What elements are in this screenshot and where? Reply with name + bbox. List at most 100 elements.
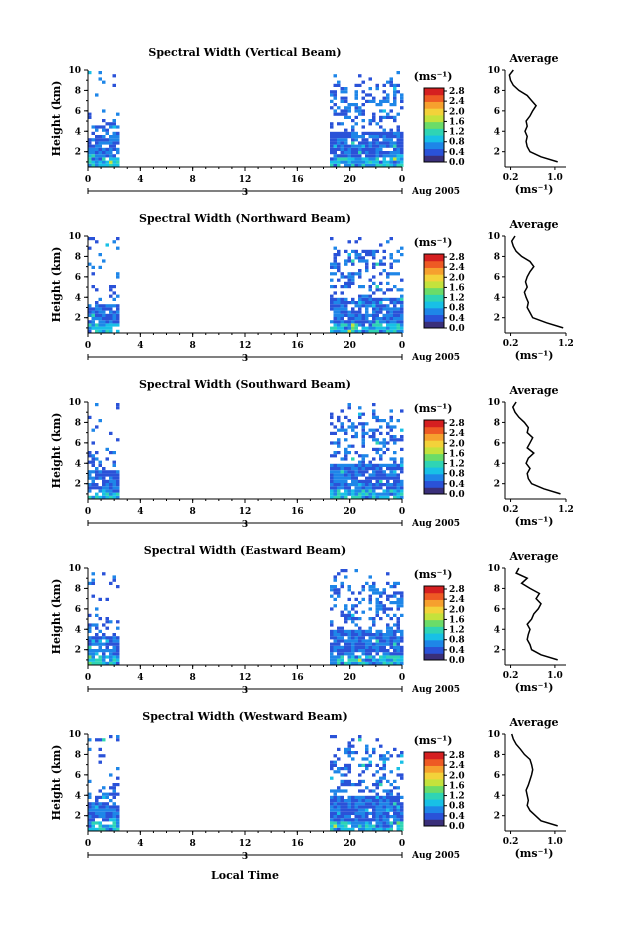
- heatmap-cell: [354, 451, 358, 455]
- heatmap-cell: [116, 767, 120, 771]
- heatmap-cell: [330, 799, 334, 803]
- heatmap-cell: [393, 310, 397, 314]
- heatmap-cell: [372, 412, 376, 416]
- heatmap-cell: [112, 642, 116, 646]
- heatmap-cell: [330, 495, 334, 499]
- heatmap-cell: [333, 811, 337, 815]
- heatmap-cell: [389, 128, 393, 132]
- colorbar-swatch: [424, 128, 444, 136]
- heatmap-cell: [112, 824, 116, 828]
- heatmap-cell: [337, 467, 341, 471]
- heatmap-cell: [351, 435, 355, 439]
- x-tick-label: 16: [291, 839, 304, 849]
- heatmap-cell: [333, 585, 337, 589]
- colorbar-tick-label: 0.0: [449, 324, 465, 334]
- heatmap-cell: [396, 419, 400, 423]
- heatmap-cell: [368, 607, 372, 611]
- heatmap-cell: [368, 821, 372, 825]
- heatmap-cell: [361, 821, 365, 825]
- heatmap-cell: [340, 633, 344, 637]
- colorbar-tick-label: 1.2: [449, 460, 465, 470]
- heatmap-cell: [382, 757, 386, 761]
- heatmap-cell: [389, 799, 393, 803]
- heatmap-cell: [382, 141, 386, 145]
- heatmap-cell: [396, 658, 400, 662]
- heatmap-cell: [340, 409, 344, 413]
- heatmap-cell: [368, 131, 372, 135]
- colorbar-swatch: [424, 135, 444, 143]
- heatmap-cell: [365, 310, 369, 314]
- heatmap-cell: [361, 457, 365, 461]
- heatmap-cell: [91, 652, 95, 656]
- heatmap-cell: [351, 591, 355, 595]
- heatmap-cell: [333, 83, 337, 87]
- heatmap-cell: [344, 447, 348, 451]
- heatmap-cell: [396, 112, 400, 116]
- x-tick-label: 8: [190, 839, 196, 849]
- heatmap-cell: [91, 163, 95, 167]
- heatmap-cell: [361, 119, 365, 123]
- profile-y-tick-label: 4: [494, 625, 500, 635]
- heatmap-cell: [344, 802, 348, 806]
- heatmap-cell: [88, 147, 92, 151]
- heatmap-cell: [105, 805, 109, 809]
- heatmap-cell: [333, 259, 337, 263]
- profile-x-tick-label: 1.0: [547, 671, 563, 681]
- heatmap-cell: [88, 779, 92, 783]
- heatmap-cell: [379, 99, 383, 103]
- heatmap-cell: [102, 827, 106, 831]
- heatmap-cell: [330, 655, 334, 659]
- heatmap-cell: [109, 147, 113, 151]
- heatmap-cell: [354, 163, 358, 167]
- heatmap-cell: [112, 815, 116, 819]
- heatmap-cell: [389, 428, 393, 432]
- x-tick-label: 16: [291, 341, 304, 351]
- heatmap-cell: [354, 463, 358, 467]
- heatmap-cell: [368, 645, 372, 649]
- heatmap-cell: [340, 639, 344, 643]
- heatmap-cell: [400, 776, 404, 780]
- heatmap-cell: [91, 476, 95, 480]
- heatmap-cell: [330, 125, 334, 129]
- heatmap-cell: [351, 138, 355, 142]
- colorbar-tick-label: 2.0: [449, 273, 465, 283]
- heatmap-cell: [330, 821, 334, 825]
- heatmap-cell: [344, 476, 348, 480]
- heatmap-cell: [375, 805, 379, 809]
- heatmap-cell: [102, 738, 106, 742]
- heatmap-cell: [393, 645, 397, 649]
- colorbar-tick-label: 0.4: [449, 148, 465, 158]
- heatmap-cell: [95, 815, 99, 819]
- heatmap-cell: [109, 581, 113, 585]
- heatmap-cell: [112, 141, 116, 145]
- heatmap-cell: [358, 642, 362, 646]
- heatmap-cell: [386, 467, 390, 471]
- heatmap-cell: [112, 575, 116, 579]
- heatmap-cell: [386, 473, 390, 477]
- heatmap-cell: [361, 639, 365, 643]
- heatmap-cell: [372, 249, 376, 253]
- heatmap-cell: [358, 827, 362, 831]
- heatmap-cell: [333, 636, 337, 640]
- colorbar-tick-label: 1.6: [449, 449, 465, 459]
- colorbar-swatch: [424, 108, 444, 116]
- heatmap-cell: [351, 661, 355, 665]
- heatmap-cell: [400, 604, 404, 608]
- heatmap-cell: [116, 163, 120, 167]
- heatmap-cell: [375, 591, 379, 595]
- colorbar-tick-label: 2.0: [449, 605, 465, 615]
- heatmap-cell: [340, 495, 344, 499]
- heatmap-cell: [340, 808, 344, 812]
- heatmap-cell: [389, 307, 393, 311]
- heatmap-cell: [344, 329, 348, 333]
- heatmap-cell: [98, 636, 102, 640]
- heatmap-cell: [379, 160, 383, 164]
- heatmap-cell: [365, 99, 369, 103]
- heatmap-cell: [344, 281, 348, 285]
- heatmap-cell: [95, 805, 99, 809]
- heatmap-cell: [382, 249, 386, 253]
- heatmap-cell: [351, 642, 355, 646]
- heatmap-cell: [344, 138, 348, 142]
- heatmap-cell: [337, 815, 341, 819]
- heatmap-cell: [372, 623, 376, 627]
